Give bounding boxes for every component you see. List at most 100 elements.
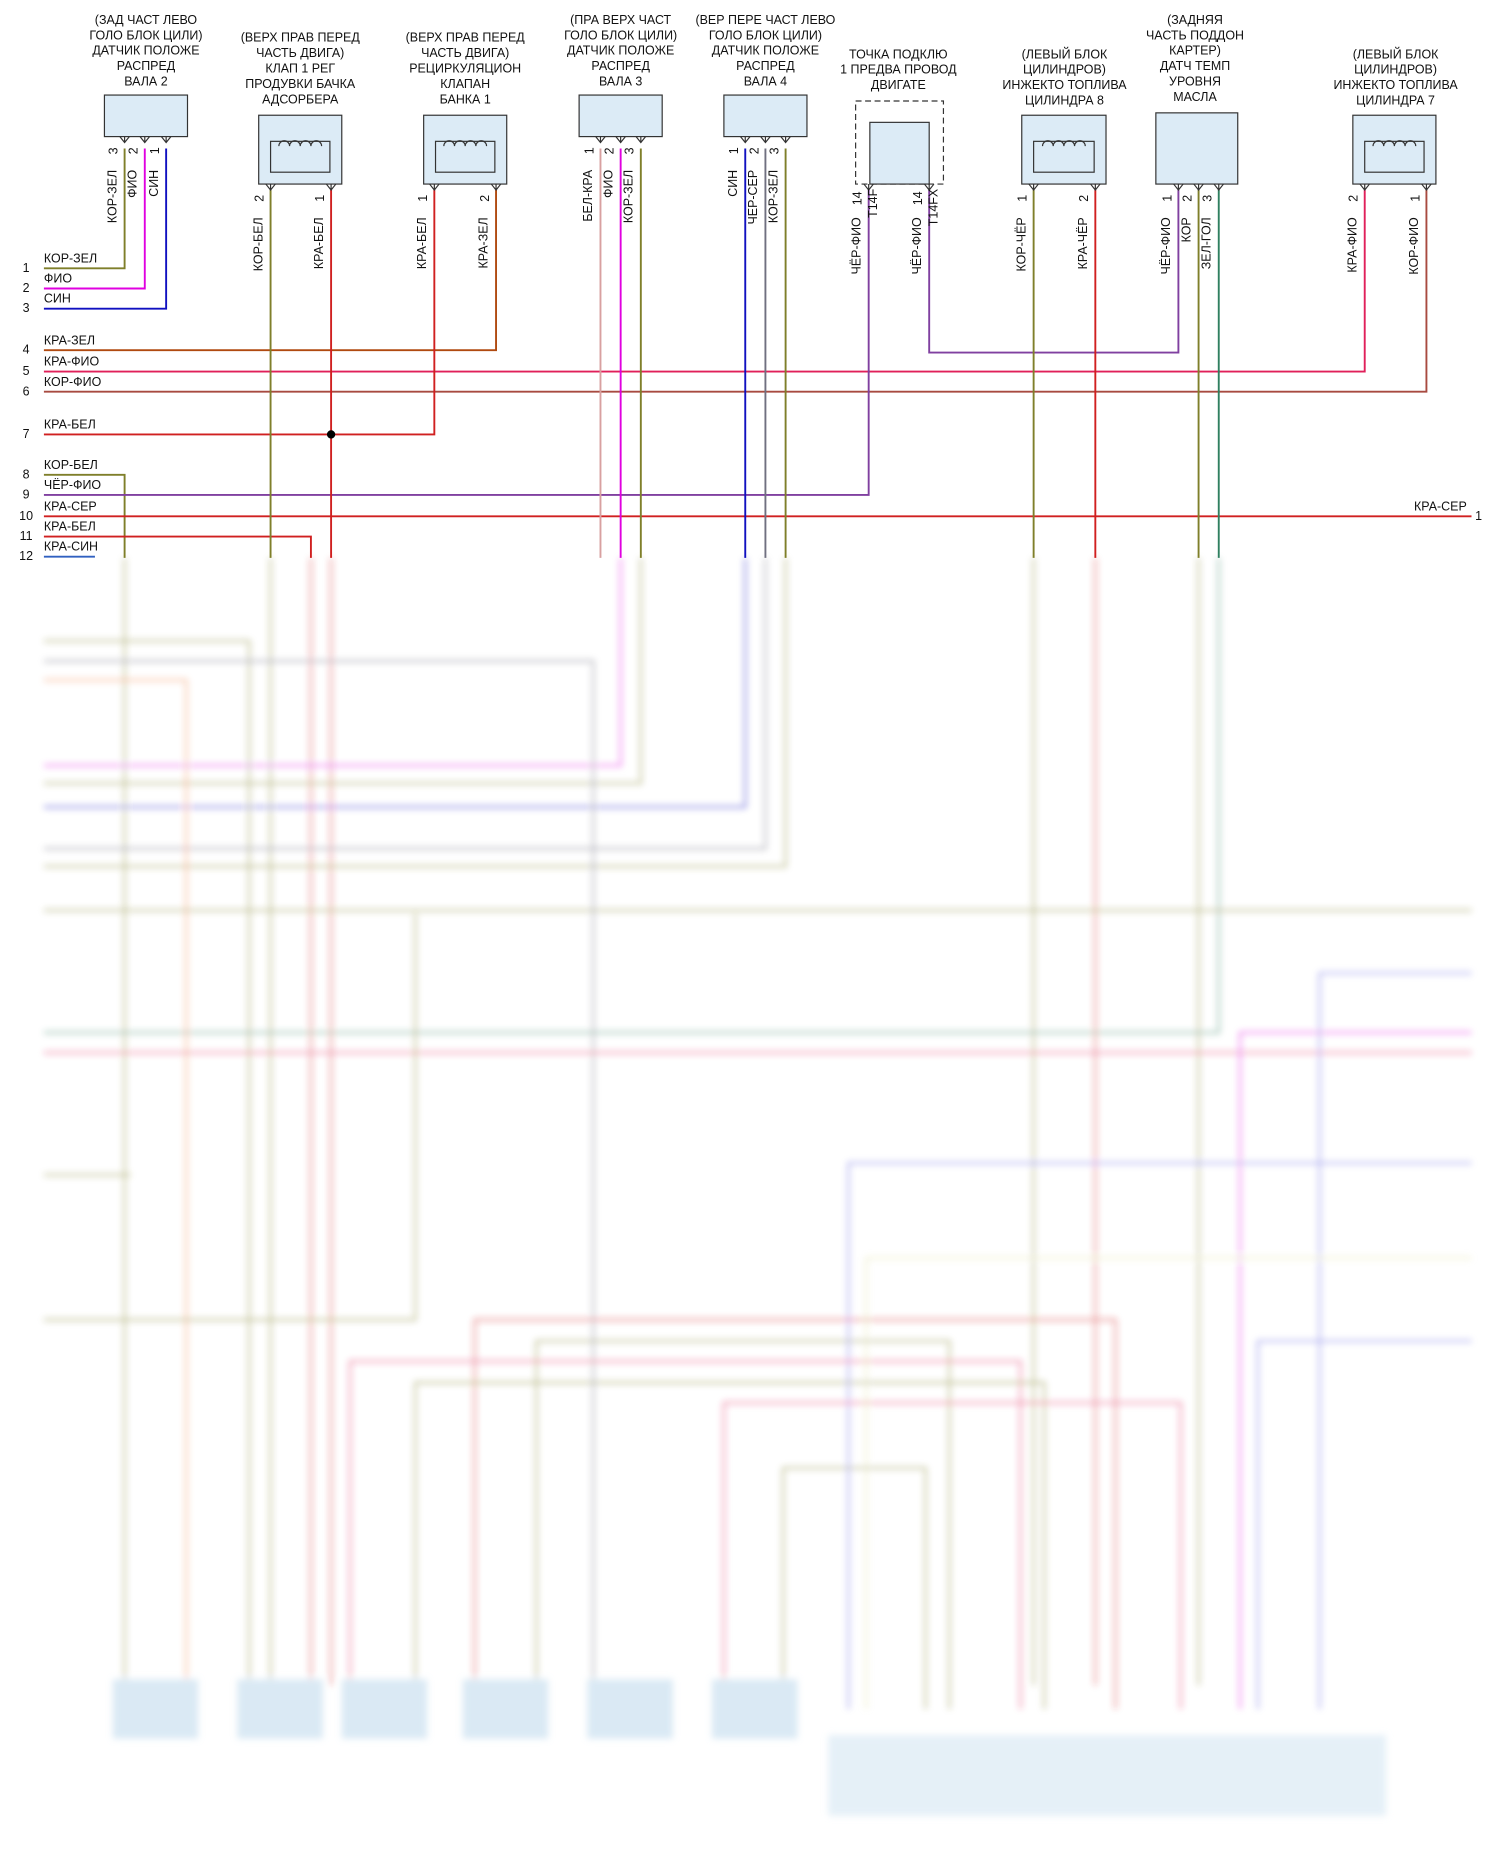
wire [43, 189, 436, 436]
pin-number: 2 [1180, 195, 1194, 202]
component-title: ГОЛО БЛОК ЦИЛИ) [89, 28, 202, 42]
component-title: (ЗАД ЧАСТ ЛЕВО [95, 13, 198, 27]
pin-number: 2 [478, 195, 492, 202]
component-title: (ЛЕВЫЙ БЛОК [1353, 46, 1439, 61]
wire-label: КРА-БЕЛ [415, 217, 429, 269]
pin [1193, 183, 1204, 191]
pin-number: 1 [582, 147, 596, 154]
pin [1173, 183, 1184, 191]
pin [595, 136, 606, 144]
wire-label: КОР-ЗЕЛ [766, 170, 780, 223]
wire-label: БЕЛ-КРА [581, 169, 595, 222]
component-title: ИНЖЕКТО ТОПЛИВА [1002, 78, 1127, 92]
component-title: ВАЛА 2 [124, 75, 167, 89]
pin-number: 1 [727, 147, 741, 154]
component-title: БАНКА 1 [440, 92, 491, 106]
wire-label: КРА-СЕР [1414, 499, 1467, 513]
component-box [1155, 112, 1239, 185]
component-title: ПРОДУВКИ БАЧКА [245, 77, 356, 91]
pin [119, 136, 130, 144]
component-title: ДАТЧИК ПОЛОЖЕ [567, 44, 674, 58]
junction [326, 430, 336, 439]
wire-label: СИН [147, 170, 161, 197]
component-title: (ПРА ВЕРХ ЧАСТ [570, 13, 671, 27]
connector-pin: 11 [20, 529, 33, 543]
wire-label: КОР-БЕЛ [44, 458, 98, 472]
wire [43, 148, 168, 310]
pin-number: 2 [127, 147, 141, 154]
wire [43, 189, 870, 496]
wire [43, 189, 497, 352]
component-title: УРОВНЯ [1169, 75, 1221, 89]
wire-label: КОР-БЕЛ [251, 217, 265, 271]
connector-pin: 1 [1475, 509, 1482, 523]
connector-pin: 3 [23, 301, 30, 315]
component-title: ДАТЧИК ПОЛОЖЕ [92, 44, 199, 58]
wire-label: КРА-ЗЕЛ [44, 333, 95, 347]
wire-label: ЧЁР-ФИО [44, 478, 101, 492]
wire-label: КОР-ЧЁР [1014, 217, 1028, 271]
blurred-lower-section [43, 557, 1472, 1816]
connector-pin: 8 [23, 467, 30, 481]
wire-label: ЗЕЛ-ГОЛ [1199, 217, 1213, 269]
component-title: ДАТЧИК ПОЛОЖЕ [712, 44, 819, 58]
pin [635, 136, 647, 144]
wire [43, 189, 1366, 373]
component-title: МАСЛА [1173, 90, 1217, 104]
wire-label: КРА-ФИО [1345, 217, 1359, 273]
pin-number: 3 [767, 147, 781, 154]
component-title: (ВЕРХ ПРАВ ПЕРЕД [406, 31, 526, 45]
pin [740, 136, 751, 144]
wire-label: КРА-БЕЛ [44, 418, 96, 432]
pin-number: 2 [252, 195, 266, 202]
wire-label: КОР-ЗЕЛ [44, 251, 97, 265]
wire-label: ФИО [44, 272, 72, 286]
pin [265, 183, 276, 191]
wire-label: КРА-ФИО [44, 355, 100, 369]
wire-label: КРА-ЗЕЛ [477, 217, 491, 268]
wire-label: КРА-СЕР [44, 499, 97, 513]
wire-label: ЧЕР-СЕР [746, 170, 760, 225]
component-title: (ЛЕВЫЙ БЛОК [1022, 46, 1108, 61]
connector-pin: 10 [19, 509, 33, 523]
pin [1213, 183, 1224, 191]
wire-label: ЧЁР-ФИО [910, 217, 924, 274]
pin-number: 2 [1077, 195, 1091, 202]
pin-number: 1 [1160, 195, 1174, 202]
pin [615, 136, 626, 144]
component-title: ГОЛО БЛОК ЦИЛИ) [564, 28, 677, 42]
component-box [578, 94, 663, 138]
connector-pin: 9 [23, 488, 30, 502]
pin-number: 2 [603, 147, 617, 154]
component-box [869, 121, 930, 185]
pin-number: 3 [1201, 195, 1215, 202]
wire-label: СИН [44, 292, 71, 306]
pin [139, 136, 150, 144]
component-title: 1 ПРЕДВА ПРОВОД [840, 63, 957, 77]
component-title: ЧАСТЬ ДВИГА) [256, 46, 344, 60]
component-title: ВАЛА 4 [744, 75, 787, 89]
connector-pin: 6 [23, 384, 30, 398]
connector-pin: 12 [19, 549, 33, 563]
pin [1090, 183, 1101, 191]
component-title: ДВИГАТЕ [871, 78, 926, 92]
pin-number: 1 [1016, 195, 1030, 202]
component-title: РАСПРЕД [591, 59, 650, 73]
component-title: КЛАПАН [440, 77, 490, 91]
component-box [1021, 114, 1107, 185]
wire-label: КРА-БЕЛ [312, 217, 326, 269]
wires [43, 148, 1472, 558]
wire-label: КРА-БЕЛ [44, 520, 96, 534]
wire [43, 473, 126, 558]
wire-label: КОР-ФИО [1407, 217, 1421, 275]
component-title: ЦИЛИНДРОВ) [1354, 63, 1437, 77]
wire-label: КОР-ЗЕЛ [105, 170, 119, 223]
component-title: РАСПРЕД [117, 59, 176, 73]
pin-number: 1 [1408, 195, 1422, 202]
pin-number: 14 [911, 191, 925, 205]
wire-label: КОР-ЗЕЛ [622, 170, 636, 223]
wire [43, 148, 126, 270]
component-title: РАСПРЕД [736, 59, 795, 73]
terminal-id: T14F [866, 188, 880, 217]
pin [429, 183, 440, 191]
